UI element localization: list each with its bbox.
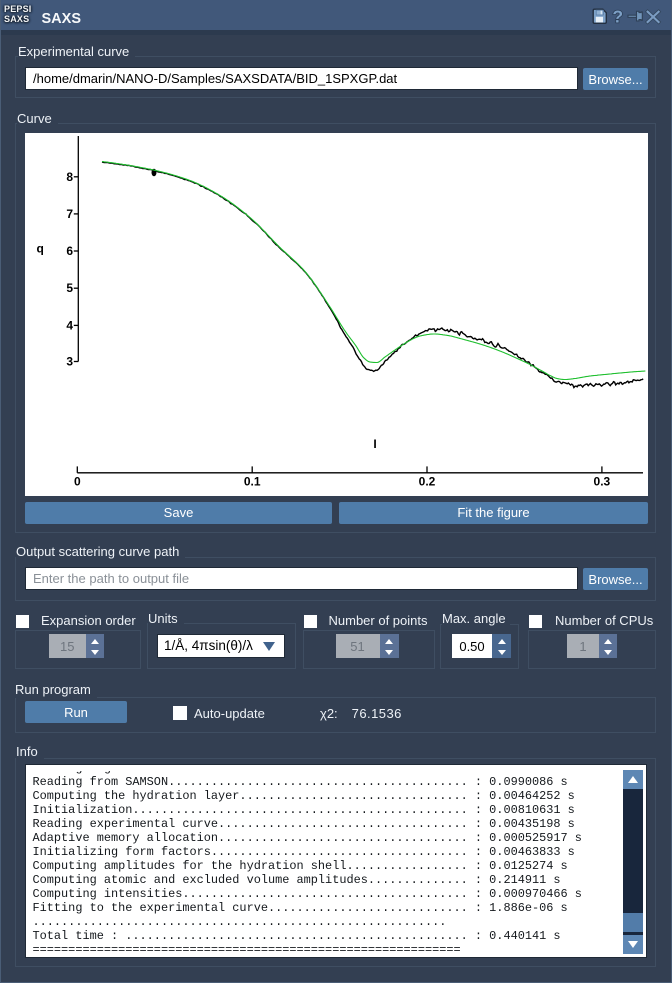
svg-text:4: 4 bbox=[66, 318, 73, 332]
svg-text:5: 5 bbox=[66, 281, 73, 295]
svg-text:6: 6 bbox=[66, 244, 73, 258]
svg-text:0.3: 0.3 bbox=[594, 475, 611, 489]
svg-text:3: 3 bbox=[66, 355, 73, 369]
svg-text:?: ? bbox=[612, 6, 623, 26]
svg-text:8: 8 bbox=[66, 170, 73, 184]
svg-text:0: 0 bbox=[74, 475, 81, 489]
svg-text:q: q bbox=[37, 242, 44, 256]
svg-text:0.1: 0.1 bbox=[244, 475, 261, 489]
svg-text:I: I bbox=[373, 437, 376, 451]
svg-text:7: 7 bbox=[66, 207, 73, 221]
svg-text:0.2: 0.2 bbox=[419, 475, 436, 489]
